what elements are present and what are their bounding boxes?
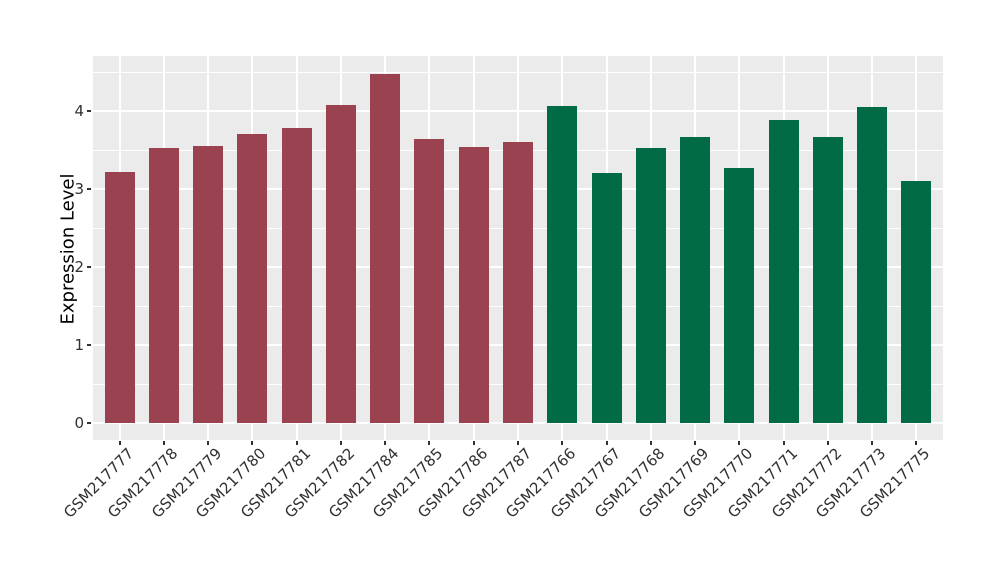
gridline-major-horizontal	[93, 110, 943, 112]
y-tick-label: 1	[74, 336, 84, 354]
y-axis-tick	[87, 344, 91, 346]
x-axis-tick	[207, 441, 209, 445]
bar	[459, 147, 489, 423]
bar	[813, 137, 843, 423]
bar	[282, 128, 312, 423]
x-axis-tick	[915, 441, 917, 445]
x-axis-tick	[163, 441, 165, 445]
y-tick-label: 2	[74, 258, 84, 276]
bar	[149, 148, 179, 423]
gridline-minor-horizontal	[93, 72, 943, 73]
y-axis-tick	[87, 422, 91, 424]
bar	[857, 107, 887, 423]
plot-panel	[93, 56, 943, 440]
y-tick-label: 3	[74, 180, 84, 198]
bar	[724, 168, 754, 423]
bar	[592, 173, 622, 423]
y-axis-tick	[87, 110, 91, 112]
x-axis-tick	[384, 441, 386, 445]
bar	[547, 106, 577, 423]
x-axis-tick	[827, 441, 829, 445]
bar	[105, 172, 135, 423]
x-axis-tick	[738, 441, 740, 445]
x-axis-tick	[606, 441, 608, 445]
bar	[769, 120, 799, 423]
x-axis-tick	[871, 441, 873, 445]
bar	[680, 137, 710, 423]
y-tick-label: 0	[74, 414, 84, 432]
y-axis-tick	[87, 266, 91, 268]
y-tick-label: 4	[74, 102, 84, 120]
x-axis-tick	[783, 441, 785, 445]
bar	[370, 74, 400, 423]
x-axis-tick	[340, 441, 342, 445]
x-axis-tick	[517, 441, 519, 445]
bar	[636, 148, 666, 423]
gridline-major-horizontal	[93, 422, 943, 424]
x-axis-tick	[650, 441, 652, 445]
bar	[237, 134, 267, 423]
bar	[326, 105, 356, 423]
x-axis-tick	[428, 441, 430, 445]
x-axis-tick	[694, 441, 696, 445]
x-axis-tick	[119, 441, 121, 445]
bar	[414, 139, 444, 423]
x-axis-tick	[473, 441, 475, 445]
y-axis-tick	[87, 188, 91, 190]
bar	[503, 142, 533, 423]
x-axis-tick	[561, 441, 563, 445]
x-axis-tick	[251, 441, 253, 445]
x-axis-tick	[296, 441, 298, 445]
bar	[193, 146, 223, 423]
bar	[901, 181, 931, 423]
